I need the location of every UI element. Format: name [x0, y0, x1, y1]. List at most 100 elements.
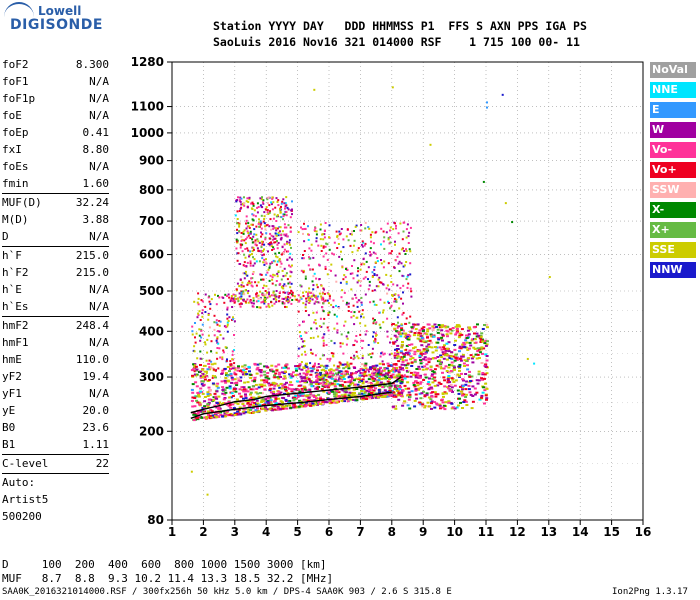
echo-point [367, 266, 370, 269]
echo-point [401, 238, 404, 241]
echo-point [340, 228, 343, 230]
echo-point [369, 236, 372, 239]
echo-point [344, 276, 347, 279]
echo-point [405, 337, 408, 339]
x-tick-label: 5 [293, 525, 301, 539]
echo-point [230, 295, 233, 297]
echo-point [263, 295, 266, 298]
x-tick-label: 13 [540, 525, 557, 539]
echo-point [261, 278, 264, 281]
echo-point [277, 397, 281, 400]
footer-distance-row: D 100 200 400 600 800 1000 1500 3000 [km… [2, 558, 327, 571]
echo-point [461, 394, 464, 397]
echo-point [458, 345, 462, 348]
echo-point [241, 250, 244, 253]
echo-point [251, 379, 255, 382]
echo-point [260, 246, 263, 249]
echo-point [398, 260, 401, 263]
echo-point [471, 385, 475, 388]
echo-point [303, 340, 306, 343]
echo-point [252, 380, 256, 383]
echo-point [369, 251, 371, 253]
echo-point [466, 364, 469, 367]
echo-point [484, 363, 488, 366]
echo-point [460, 333, 464, 336]
echo-point [457, 336, 461, 339]
echo-point [467, 384, 471, 387]
echo-point [248, 280, 251, 283]
echo-point [197, 395, 201, 398]
echo-point [388, 383, 392, 386]
echo-point [229, 406, 233, 409]
echo-point [378, 311, 381, 314]
echo-point [299, 375, 303, 378]
echo-point [459, 401, 462, 404]
echo-point [258, 306, 261, 309]
echo-point [245, 200, 248, 203]
echo-point [388, 288, 391, 291]
echo-point [313, 400, 317, 403]
echo-point [338, 233, 341, 236]
echo-point [239, 196, 242, 199]
echo-point [374, 261, 377, 264]
echo-point [340, 373, 344, 375]
echo-point [376, 396, 380, 399]
echo-point [231, 378, 235, 381]
echo-point [326, 258, 329, 261]
echo-point [387, 302, 390, 304]
echo-point [353, 392, 356, 394]
echo-point [407, 282, 410, 285]
echo-point [352, 314, 355, 317]
echo-point [251, 388, 255, 391]
echo-point [396, 344, 400, 347]
echo-point [472, 326, 476, 329]
echo-point [263, 215, 266, 218]
echo-point [240, 285, 243, 288]
echo-point [383, 236, 386, 239]
param-label: hmF2 [2, 319, 29, 332]
echo-point [360, 372, 364, 375]
echo-point [402, 230, 405, 233]
echo-point [473, 338, 477, 341]
echo-point [268, 204, 271, 207]
echo-point [387, 300, 389, 303]
echo-point [344, 320, 347, 323]
echo-point [233, 371, 236, 374]
echo-point [378, 323, 381, 326]
echo-point [410, 361, 414, 364]
echo-point [355, 371, 359, 374]
echo-point [352, 379, 356, 382]
echo-point [209, 409, 213, 411]
echo-point [336, 383, 340, 386]
echo-point [249, 391, 253, 394]
echo-point [246, 230, 249, 233]
echo-point [273, 226, 276, 229]
echo-point [284, 202, 287, 205]
echo-point [350, 311, 353, 313]
echo-point [353, 344, 356, 346]
echo-point [216, 386, 220, 389]
echo-point [280, 238, 283, 241]
echo-point [393, 309, 396, 312]
echo-point [315, 283, 318, 286]
echo-point [467, 333, 471, 336]
echo-point [307, 314, 310, 317]
echo-point [329, 377, 333, 380]
echo-point [307, 378, 311, 381]
echo-point [416, 371, 420, 374]
echo-point [272, 235, 275, 238]
echo-point [409, 226, 412, 229]
echo-point [309, 268, 312, 271]
echo-point [438, 403, 442, 406]
echo-point [318, 301, 321, 304]
echo-point [263, 370, 266, 373]
echo-point [278, 230, 281, 233]
echo-point [276, 243, 279, 246]
echo-point [364, 221, 367, 224]
echo-point [294, 394, 298, 397]
echo-point [264, 236, 267, 239]
echo-point [324, 384, 328, 387]
echo-point [262, 202, 265, 205]
echo-point [246, 411, 250, 414]
echo-point [350, 316, 353, 319]
